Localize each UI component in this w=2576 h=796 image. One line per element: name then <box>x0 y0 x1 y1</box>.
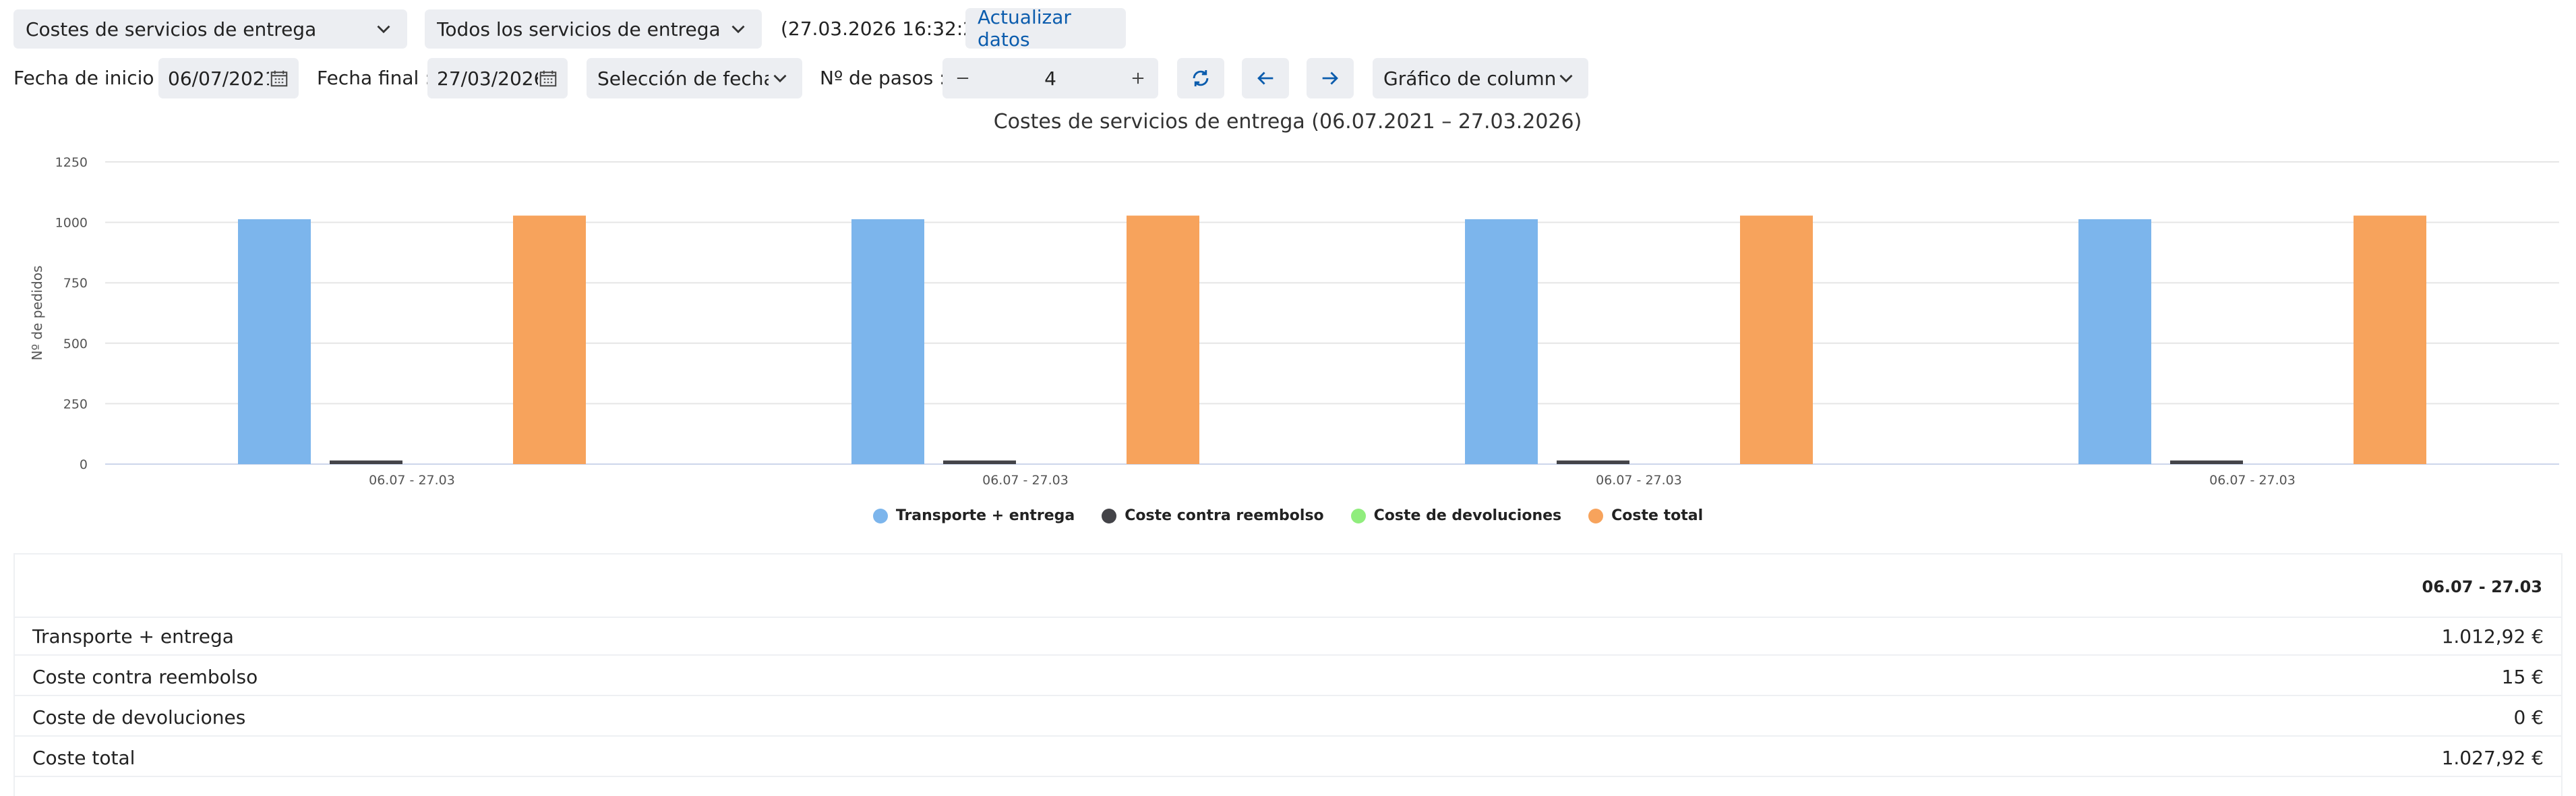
steps-stepper: 4 <box>942 58 1158 98</box>
table-header-row: 06.07 - 27.03 <box>15 555 2561 618</box>
last-update-timestamp: (27.03.2026 16:32:27) <box>781 18 994 40</box>
bar <box>2078 219 2151 464</box>
start-date-input[interactable]: 06/07/2021 <box>158 58 299 98</box>
legend-item[interactable]: Coste total <box>1588 507 1703 524</box>
y-tick-label: 0 <box>80 457 88 472</box>
arrow-left-icon <box>1257 72 1274 85</box>
report-select[interactable]: Costes de servicios de entrega <box>13 9 407 49</box>
bar <box>238 219 311 464</box>
legend-label: Coste contra reembolso <box>1125 507 1324 524</box>
calendar-icon <box>270 70 288 87</box>
y-tick-label: 500 <box>63 337 88 351</box>
row-label: Coste contra reembolso <box>32 666 258 688</box>
increment-button[interactable] <box>1118 58 1158 98</box>
legend-dot-icon <box>1350 508 1366 523</box>
y-tick-label: 1250 <box>55 155 88 170</box>
bar <box>851 219 924 464</box>
table-row: Coste contra reembolso 15 € <box>13 656 2563 696</box>
previous-button[interactable] <box>1242 58 1289 98</box>
x-tick-label: 06.07 - 27.03 <box>2209 473 2296 488</box>
bar <box>2170 460 2243 464</box>
date-selection-select[interactable]: Selección de fecha d <box>587 58 802 98</box>
table-row: Transporte + entrega 1.012,92 € <box>13 615 2563 656</box>
legend-item[interactable]: Coste de devoluciones <box>1350 507 1562 524</box>
bar <box>1127 215 1199 464</box>
table-row: Coste de devoluciones 0 € <box>13 696 2563 737</box>
y-axis-label: Nº de pedidos <box>29 266 45 361</box>
chart-legend: Transporte + entrega Coste contra reembol… <box>0 507 2576 524</box>
end-date-input[interactable]: 27/03/2026 <box>427 58 568 98</box>
data-table: 06.07 - 27.03 <box>13 553 2563 796</box>
steps-label: Nº de pasos : <box>820 67 946 89</box>
bar <box>1557 460 1629 464</box>
row-label: Coste de devoluciones <box>32 706 246 729</box>
legend-dot-icon <box>1588 508 1604 523</box>
row-label: Coste total <box>32 747 136 769</box>
steps-input[interactable]: 4 <box>1044 67 1056 90</box>
row-value: 1.012,92 € <box>2441 625 2544 648</box>
arrow-right-icon <box>1322 72 1338 85</box>
decrement-button[interactable] <box>942 58 983 98</box>
date-selection-value: Selección de fecha d <box>597 67 769 90</box>
row-value: 0 € <box>2513 706 2544 729</box>
next-button[interactable] <box>1307 58 1354 98</box>
legend-item[interactable]: Coste contra reembolso <box>1102 507 1324 524</box>
y-tick-label: 750 <box>63 276 88 291</box>
row-value: 15 € <box>2501 666 2544 688</box>
update-data-button-label: Actualizar datos <box>978 6 1071 51</box>
refresh-button[interactable] <box>1177 58 1224 98</box>
column-chart: Costes de servicios de entrega (06.07.20… <box>29 110 2559 488</box>
bar <box>330 460 402 464</box>
service-select-value: Todos los servicios de entrega <box>437 18 721 40</box>
chevron-down-icon <box>773 74 787 83</box>
chart-type-value: Gráfico de columnas <box>1383 67 1555 90</box>
start-date-label: Fecha de inicio : <box>13 67 167 89</box>
chart-title: Costes de servicios de entrega (06.07.20… <box>994 110 1582 134</box>
legend-label: Coste total <box>1611 507 1704 524</box>
chart-type-select[interactable]: Gráfico de columnas <box>1373 58 1588 98</box>
plus-icon <box>1132 72 1144 84</box>
chevron-down-icon <box>377 25 390 34</box>
chevron-down-icon <box>731 25 745 34</box>
end-date-label: Fecha final : <box>317 67 431 89</box>
report-select-value: Costes de servicios de entrega <box>26 18 317 40</box>
bar <box>1465 219 1538 464</box>
end-date-value: 27/03/2026 <box>437 67 538 90</box>
legend-item[interactable]: Transporte + entrega <box>872 507 1075 524</box>
chevron-down-icon <box>1559 74 1573 83</box>
x-tick-label: 06.07 - 27.03 <box>982 473 1069 488</box>
service-select[interactable]: Todos los servicios de entrega <box>425 9 762 49</box>
table-row: Coste total 1.027,92 € <box>13 737 2563 777</box>
x-tick-label: 06.07 - 27.03 <box>369 473 455 488</box>
row-value: 1.027,92 € <box>2441 747 2544 769</box>
refresh-icon <box>1193 69 1209 87</box>
legend-label: Transporte + entrega <box>895 507 1075 524</box>
y-tick-label: 1000 <box>55 216 88 231</box>
y-tick-label: 250 <box>63 397 88 411</box>
row-label: Transporte + entrega <box>32 625 234 648</box>
calendar-icon <box>539 70 557 87</box>
bar <box>513 215 586 464</box>
legend-dot-icon <box>872 508 888 523</box>
bar <box>2354 215 2426 464</box>
update-data-button[interactable]: Actualizar datos <box>965 6 1126 51</box>
bar <box>943 460 1016 464</box>
legend-label: Coste de devoluciones <box>1373 507 1562 524</box>
bar <box>1740 215 1813 464</box>
table-column-header: 06.07 - 27.03 <box>2422 577 2543 596</box>
x-tick-label: 06.07 - 27.03 <box>1596 473 1682 488</box>
minus-icon <box>957 77 969 80</box>
start-date-value: 06/07/2021 <box>168 67 269 90</box>
legend-dot-icon <box>1102 508 1117 523</box>
